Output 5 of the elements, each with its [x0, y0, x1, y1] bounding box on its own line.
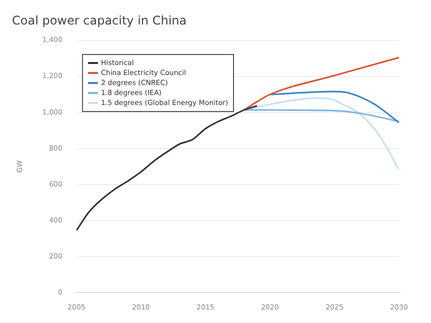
- line-series: [269, 90, 399, 124]
- line-series: [76, 104, 258, 232]
- line-series: [243, 109, 399, 122]
- chart-title: Coal power capacity in China: [12, 13, 187, 28]
- line-series: [243, 56, 399, 111]
